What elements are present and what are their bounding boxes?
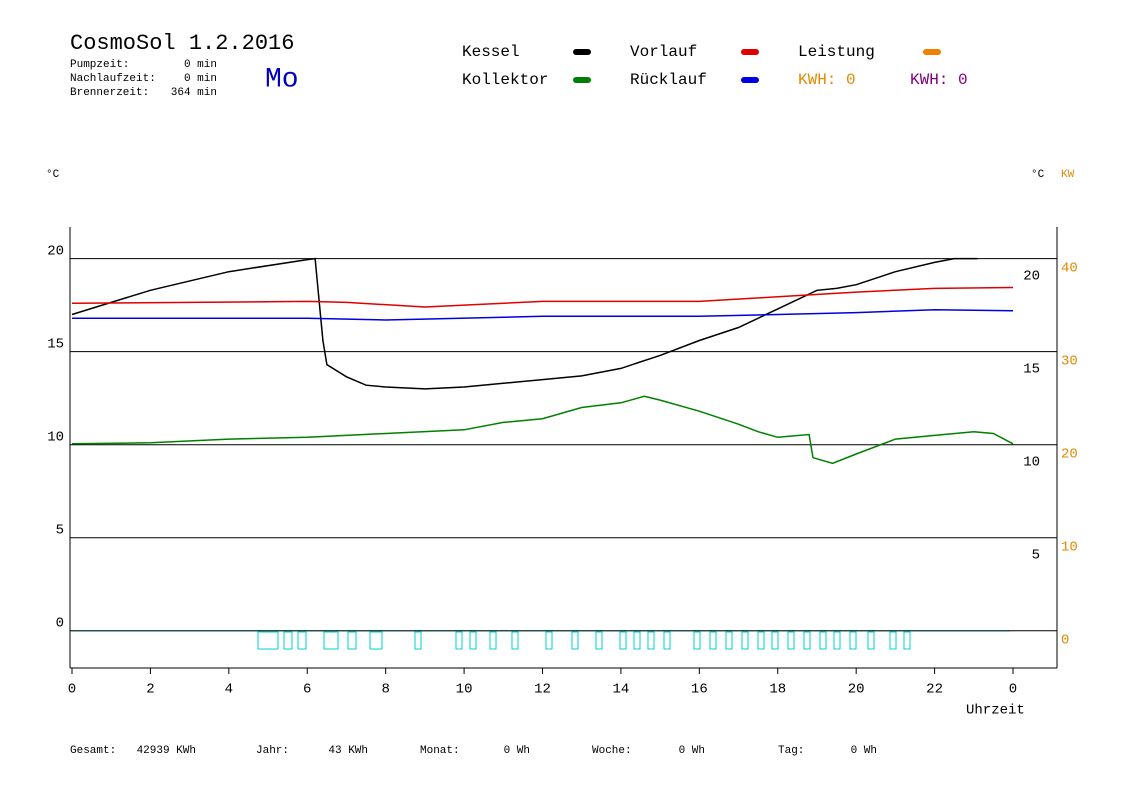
stat-label: Pumpzeit: <box>70 59 129 71</box>
x-tick-label: 10 <box>456 682 473 698</box>
kw-tick-label: 30 <box>1061 353 1078 369</box>
footer-label: Jahr: <box>256 745 289 757</box>
stat-value: 0 min <box>184 73 217 85</box>
x-tick-label: 4 <box>225 682 233 698</box>
stat-label: Brennerzeit: <box>70 87 149 99</box>
y2-axis-label: °C <box>1031 169 1045 181</box>
kw-tick-label: 20 <box>1061 446 1078 462</box>
footer-label: Monat: <box>420 745 460 757</box>
x-tick-label: 8 <box>381 682 389 698</box>
y2-tick-label: 5 <box>1032 547 1040 563</box>
pump-pulses <box>257 631 911 650</box>
legend-label: Rücklauf <box>630 71 707 89</box>
x-tick-label: 20 <box>848 682 865 698</box>
x-tick-label: 12 <box>534 682 551 698</box>
day: Mo <box>265 64 299 95</box>
stat-value: 0 min <box>184 59 217 71</box>
legend-label: Kessel <box>462 43 520 61</box>
pump-marks <box>70 630 1010 650</box>
kwh-label: KWH: 0 <box>798 71 856 89</box>
y-axis-label: °C <box>46 169 60 181</box>
x-tick-label: 14 <box>613 682 630 698</box>
y-tick-label: 20 <box>47 243 64 259</box>
x-tick-label: 16 <box>691 682 708 698</box>
y2-tick-label: 20 <box>1023 268 1040 284</box>
series-line <box>71 395 1014 465</box>
x-tick-label: 0 <box>68 682 76 698</box>
y2-tick-label: 15 <box>1023 361 1040 377</box>
kw-tick-label: 40 <box>1061 260 1078 276</box>
y-tick-label: 15 <box>47 336 64 352</box>
legend-label: Kollektor <box>462 71 548 89</box>
y2-tick-label: 10 <box>1023 454 1040 470</box>
y-tick-label: 10 <box>47 429 64 445</box>
kw-tick-label: 0 <box>1061 632 1069 648</box>
title: CosmoSol 1.2.2016 <box>70 31 294 56</box>
axes <box>69 227 1058 669</box>
footer-label: Gesamt: <box>70 745 116 757</box>
kw-axis-label: KW <box>1061 169 1075 181</box>
footer-value: 43 KWh <box>328 745 368 757</box>
series-line <box>71 286 1014 308</box>
y-tick-label: 5 <box>56 522 64 538</box>
legend-label: Vorlauf <box>630 43 697 61</box>
x-tick-label: 0 <box>1009 682 1017 698</box>
x-tick-label: 18 <box>769 682 786 698</box>
kw-tick-label: 10 <box>1061 539 1078 555</box>
footer-value: 42939 KWh <box>137 745 196 757</box>
x-axis-label: Uhrzeit <box>966 703 1025 719</box>
stat-value: 364 min <box>171 87 217 99</box>
legend-label: Leistung <box>798 43 875 61</box>
footer-label: Woche: <box>592 745 632 757</box>
footer-value: 0 Wh <box>504 745 530 757</box>
x-tick-label: 22 <box>926 682 943 698</box>
series-line <box>71 257 978 390</box>
kwh-label: KWH: 0 <box>910 71 968 89</box>
footer-value: 0 Wh <box>851 745 877 757</box>
footer-label: Tag: <box>778 745 804 757</box>
x-tick-label: 2 <box>146 682 154 698</box>
x-tick-label: 6 <box>303 682 311 698</box>
footer-value: 0 Wh <box>679 745 705 757</box>
series-line <box>72 309 1014 321</box>
y-tick-label: 0 <box>56 615 64 631</box>
stat-label: Nachlaufzeit: <box>70 73 156 85</box>
